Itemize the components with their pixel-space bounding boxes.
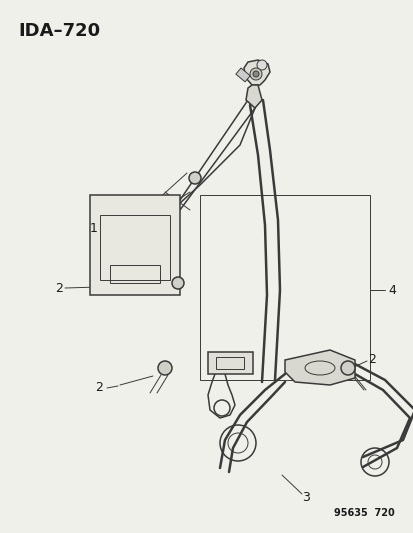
Text: 3: 3 xyxy=(301,491,309,505)
Text: 1: 1 xyxy=(90,222,97,235)
Text: 95635  720: 95635 720 xyxy=(333,508,394,518)
Circle shape xyxy=(249,68,261,80)
Circle shape xyxy=(171,277,183,289)
Bar xyxy=(235,68,249,82)
Circle shape xyxy=(252,71,259,77)
Bar xyxy=(199,195,369,380)
Circle shape xyxy=(158,361,171,375)
Polygon shape xyxy=(245,85,261,108)
Text: 4: 4 xyxy=(387,284,395,296)
Text: 2: 2 xyxy=(55,281,63,295)
Text: 2: 2 xyxy=(367,353,375,367)
Circle shape xyxy=(340,361,354,375)
Text: 2: 2 xyxy=(95,382,102,394)
Circle shape xyxy=(189,172,201,184)
Bar xyxy=(207,352,252,374)
Bar xyxy=(100,215,170,280)
Circle shape xyxy=(256,60,266,70)
Bar xyxy=(216,357,243,369)
Polygon shape xyxy=(284,350,354,385)
Polygon shape xyxy=(243,60,269,85)
Bar xyxy=(90,195,180,295)
Bar xyxy=(110,265,159,283)
Text: IDA–720: IDA–720 xyxy=(18,22,100,40)
